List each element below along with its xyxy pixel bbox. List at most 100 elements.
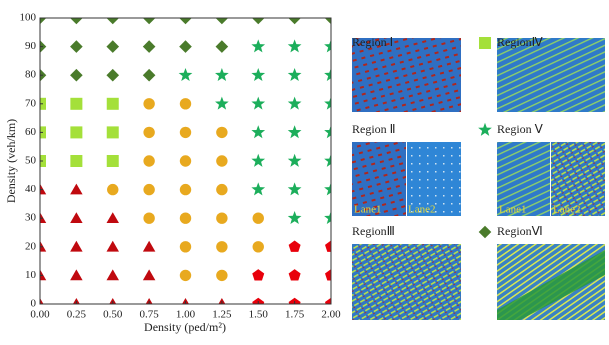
lane-label: Lane2: [408, 204, 435, 216]
point: [324, 211, 331, 225]
point: [70, 212, 83, 223]
point: [324, 68, 331, 82]
point: [215, 68, 229, 82]
point: [252, 241, 264, 253]
point: [287, 182, 302, 196]
point: [325, 269, 331, 281]
point: [40, 68, 47, 82]
point: [324, 182, 331, 196]
point: [216, 241, 228, 253]
x-axis-title: Density (ped/m²): [144, 320, 226, 334]
point: [287, 39, 302, 53]
y-tick-label: 0: [31, 298, 37, 310]
point: [251, 18, 265, 25]
point: [40, 18, 47, 25]
point: [287, 125, 302, 139]
x-tick-label: 2.00: [321, 309, 341, 321]
y-tick-label: 50: [25, 155, 37, 167]
point: [40, 298, 44, 304]
panel-label: Region Ⅴ: [497, 122, 544, 136]
point: [70, 40, 83, 53]
point: [288, 269, 301, 281]
point: [142, 269, 156, 281]
point: [216, 155, 228, 167]
panel-label: Region Ⅰ: [352, 35, 393, 49]
point: [287, 96, 302, 110]
x-tick-label: 1.00: [176, 309, 196, 321]
x-tick-label: 1.25: [212, 309, 232, 321]
panel-image: [352, 244, 461, 320]
point: [70, 68, 83, 82]
point: [324, 39, 331, 53]
point: [179, 40, 192, 53]
point: [216, 126, 228, 139]
point: [106, 126, 119, 139]
point: [251, 68, 266, 82]
point: [252, 297, 265, 304]
point: [106, 40, 120, 53]
panel-image: [352, 38, 461, 112]
point: [40, 269, 47, 281]
panel-image: [497, 142, 550, 216]
point: [107, 183, 119, 196]
plot-area: [40, 18, 331, 304]
panel-image: [497, 38, 605, 112]
y-tick-label: 20: [25, 240, 37, 252]
point: [288, 240, 301, 252]
point: [106, 240, 119, 252]
point: [178, 68, 193, 82]
panel-image: [407, 142, 461, 216]
point: [179, 212, 192, 224]
point: [251, 96, 266, 110]
point: [325, 297, 331, 304]
point: [70, 155, 83, 167]
point: [106, 269, 119, 281]
panel-band: [497, 250, 605, 320]
point: [251, 182, 266, 196]
y-axis-title: Density (veh/km): [4, 119, 18, 203]
point: [143, 126, 155, 139]
point: [70, 18, 83, 25]
point: [179, 18, 192, 25]
panel-image: [551, 142, 605, 216]
point: [251, 125, 266, 139]
point: [324, 18, 331, 25]
point: [287, 68, 302, 82]
point: [143, 183, 155, 196]
point: [106, 68, 120, 82]
y-tick-label: 30: [25, 212, 37, 224]
point: [40, 40, 47, 53]
point: [40, 240, 47, 252]
point: [70, 269, 83, 281]
legend-marker: [478, 225, 492, 239]
point: [70, 240, 83, 252]
point: [325, 240, 331, 252]
x-tick-label: 0.00: [30, 309, 50, 321]
point: [143, 212, 155, 224]
x-tick-label: 0.75: [140, 309, 160, 321]
point: [142, 68, 156, 82]
point: [324, 153, 331, 167]
point: [179, 98, 192, 110]
point: [142, 240, 156, 252]
lane-label: Lane1: [354, 204, 381, 216]
lane-label: Lane2: [553, 204, 580, 216]
point: [70, 97, 83, 110]
y-tick-label: 80: [25, 69, 37, 81]
y-tick-label: 10: [25, 269, 37, 281]
point: [179, 126, 192, 139]
point: [143, 98, 155, 110]
point: [70, 126, 83, 139]
y-tick-label: 90: [25, 40, 37, 52]
x-tick-label: 1.50: [249, 309, 269, 321]
point: [216, 269, 228, 282]
point: [252, 269, 265, 281]
point: [287, 211, 302, 225]
panel-label: RegionⅢ: [352, 224, 395, 238]
y-tick-label: 70: [25, 97, 37, 109]
legend-marker: [478, 122, 492, 136]
point: [324, 96, 331, 110]
point: [106, 155, 119, 167]
panel-label: Region Ⅱ: [352, 122, 396, 136]
y-tick-label: 100: [20, 12, 37, 24]
